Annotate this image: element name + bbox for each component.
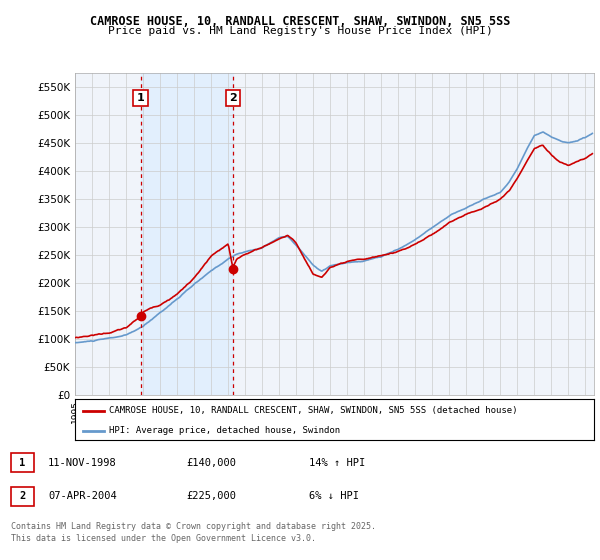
Text: HPI: Average price, detached house, Swindon: HPI: Average price, detached house, Swin… <box>109 426 340 435</box>
Text: Contains HM Land Registry data © Crown copyright and database right 2025.
This d: Contains HM Land Registry data © Crown c… <box>11 522 376 543</box>
Text: 11-NOV-1998: 11-NOV-1998 <box>48 458 117 468</box>
Text: 07-APR-2004: 07-APR-2004 <box>48 491 117 501</box>
Text: CAMROSE HOUSE, 10, RANDALL CRESCENT, SHAW, SWINDON, SN5 5SS: CAMROSE HOUSE, 10, RANDALL CRESCENT, SHA… <box>90 15 510 28</box>
Text: 1: 1 <box>19 458 25 468</box>
Text: 6% ↓ HPI: 6% ↓ HPI <box>309 491 359 501</box>
Text: 14% ↑ HPI: 14% ↑ HPI <box>309 458 365 468</box>
Text: £225,000: £225,000 <box>186 491 236 501</box>
Text: 2: 2 <box>19 491 25 501</box>
Text: CAMROSE HOUSE, 10, RANDALL CRESCENT, SHAW, SWINDON, SN5 5SS (detached house): CAMROSE HOUSE, 10, RANDALL CRESCENT, SHA… <box>109 406 517 415</box>
Bar <box>140 73 233 395</box>
Text: Price paid vs. HM Land Registry's House Price Index (HPI): Price paid vs. HM Land Registry's House … <box>107 26 493 36</box>
Text: 2: 2 <box>229 93 236 103</box>
Text: 1: 1 <box>137 93 145 103</box>
Text: £140,000: £140,000 <box>186 458 236 468</box>
